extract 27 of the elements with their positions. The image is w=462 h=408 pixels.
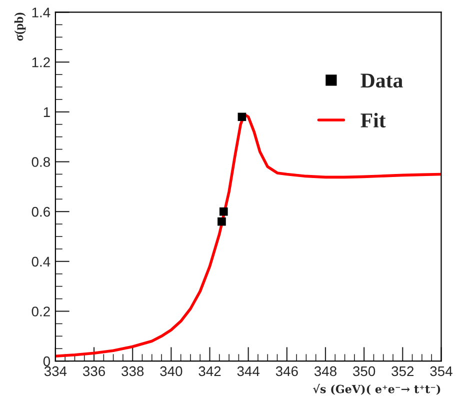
- y-tick-label: 0: [43, 356, 50, 366]
- y-tick-label: 0.8: [32, 157, 50, 167]
- legend-label: Fit: [360, 112, 386, 128]
- x-tick-label: 348: [314, 366, 336, 376]
- x-tick-label: 344: [237, 366, 260, 376]
- x-tick-label: 334: [44, 366, 67, 376]
- y-tick-label: 1.2: [32, 57, 50, 68]
- x-tick-label: 346: [276, 366, 298, 376]
- x-tick-label: 352: [392, 366, 414, 376]
- point: [219, 207, 228, 216]
- x-tick-label: 336: [82, 366, 105, 376]
- x-tick-label: 342: [198, 366, 221, 376]
- y-tick-label: 0.6: [32, 206, 50, 217]
- y-tick-label: 1.4: [32, 8, 50, 18]
- legend-label: Data: [360, 74, 403, 88]
- y-tick-label: 1: [44, 107, 50, 117]
- x-axis-title: √s (GeV)( e⁺e⁻→ t⁺t⁻): [313, 384, 440, 395]
- x-tick-label: 340: [160, 366, 182, 376]
- x-tick-label: 354: [430, 366, 452, 376]
- point: [218, 217, 226, 226]
- y-axis-title: σ(pb): [14, 12, 26, 41]
- y-tick-label: 0.4: [32, 256, 50, 267]
- line-series: [55, 113, 442, 358]
- y-tick-label: 0.2: [32, 306, 50, 316]
- point: [238, 112, 246, 122]
- x-tick-label: 350: [353, 366, 376, 376]
- x-tick-label: 338: [122, 366, 144, 376]
